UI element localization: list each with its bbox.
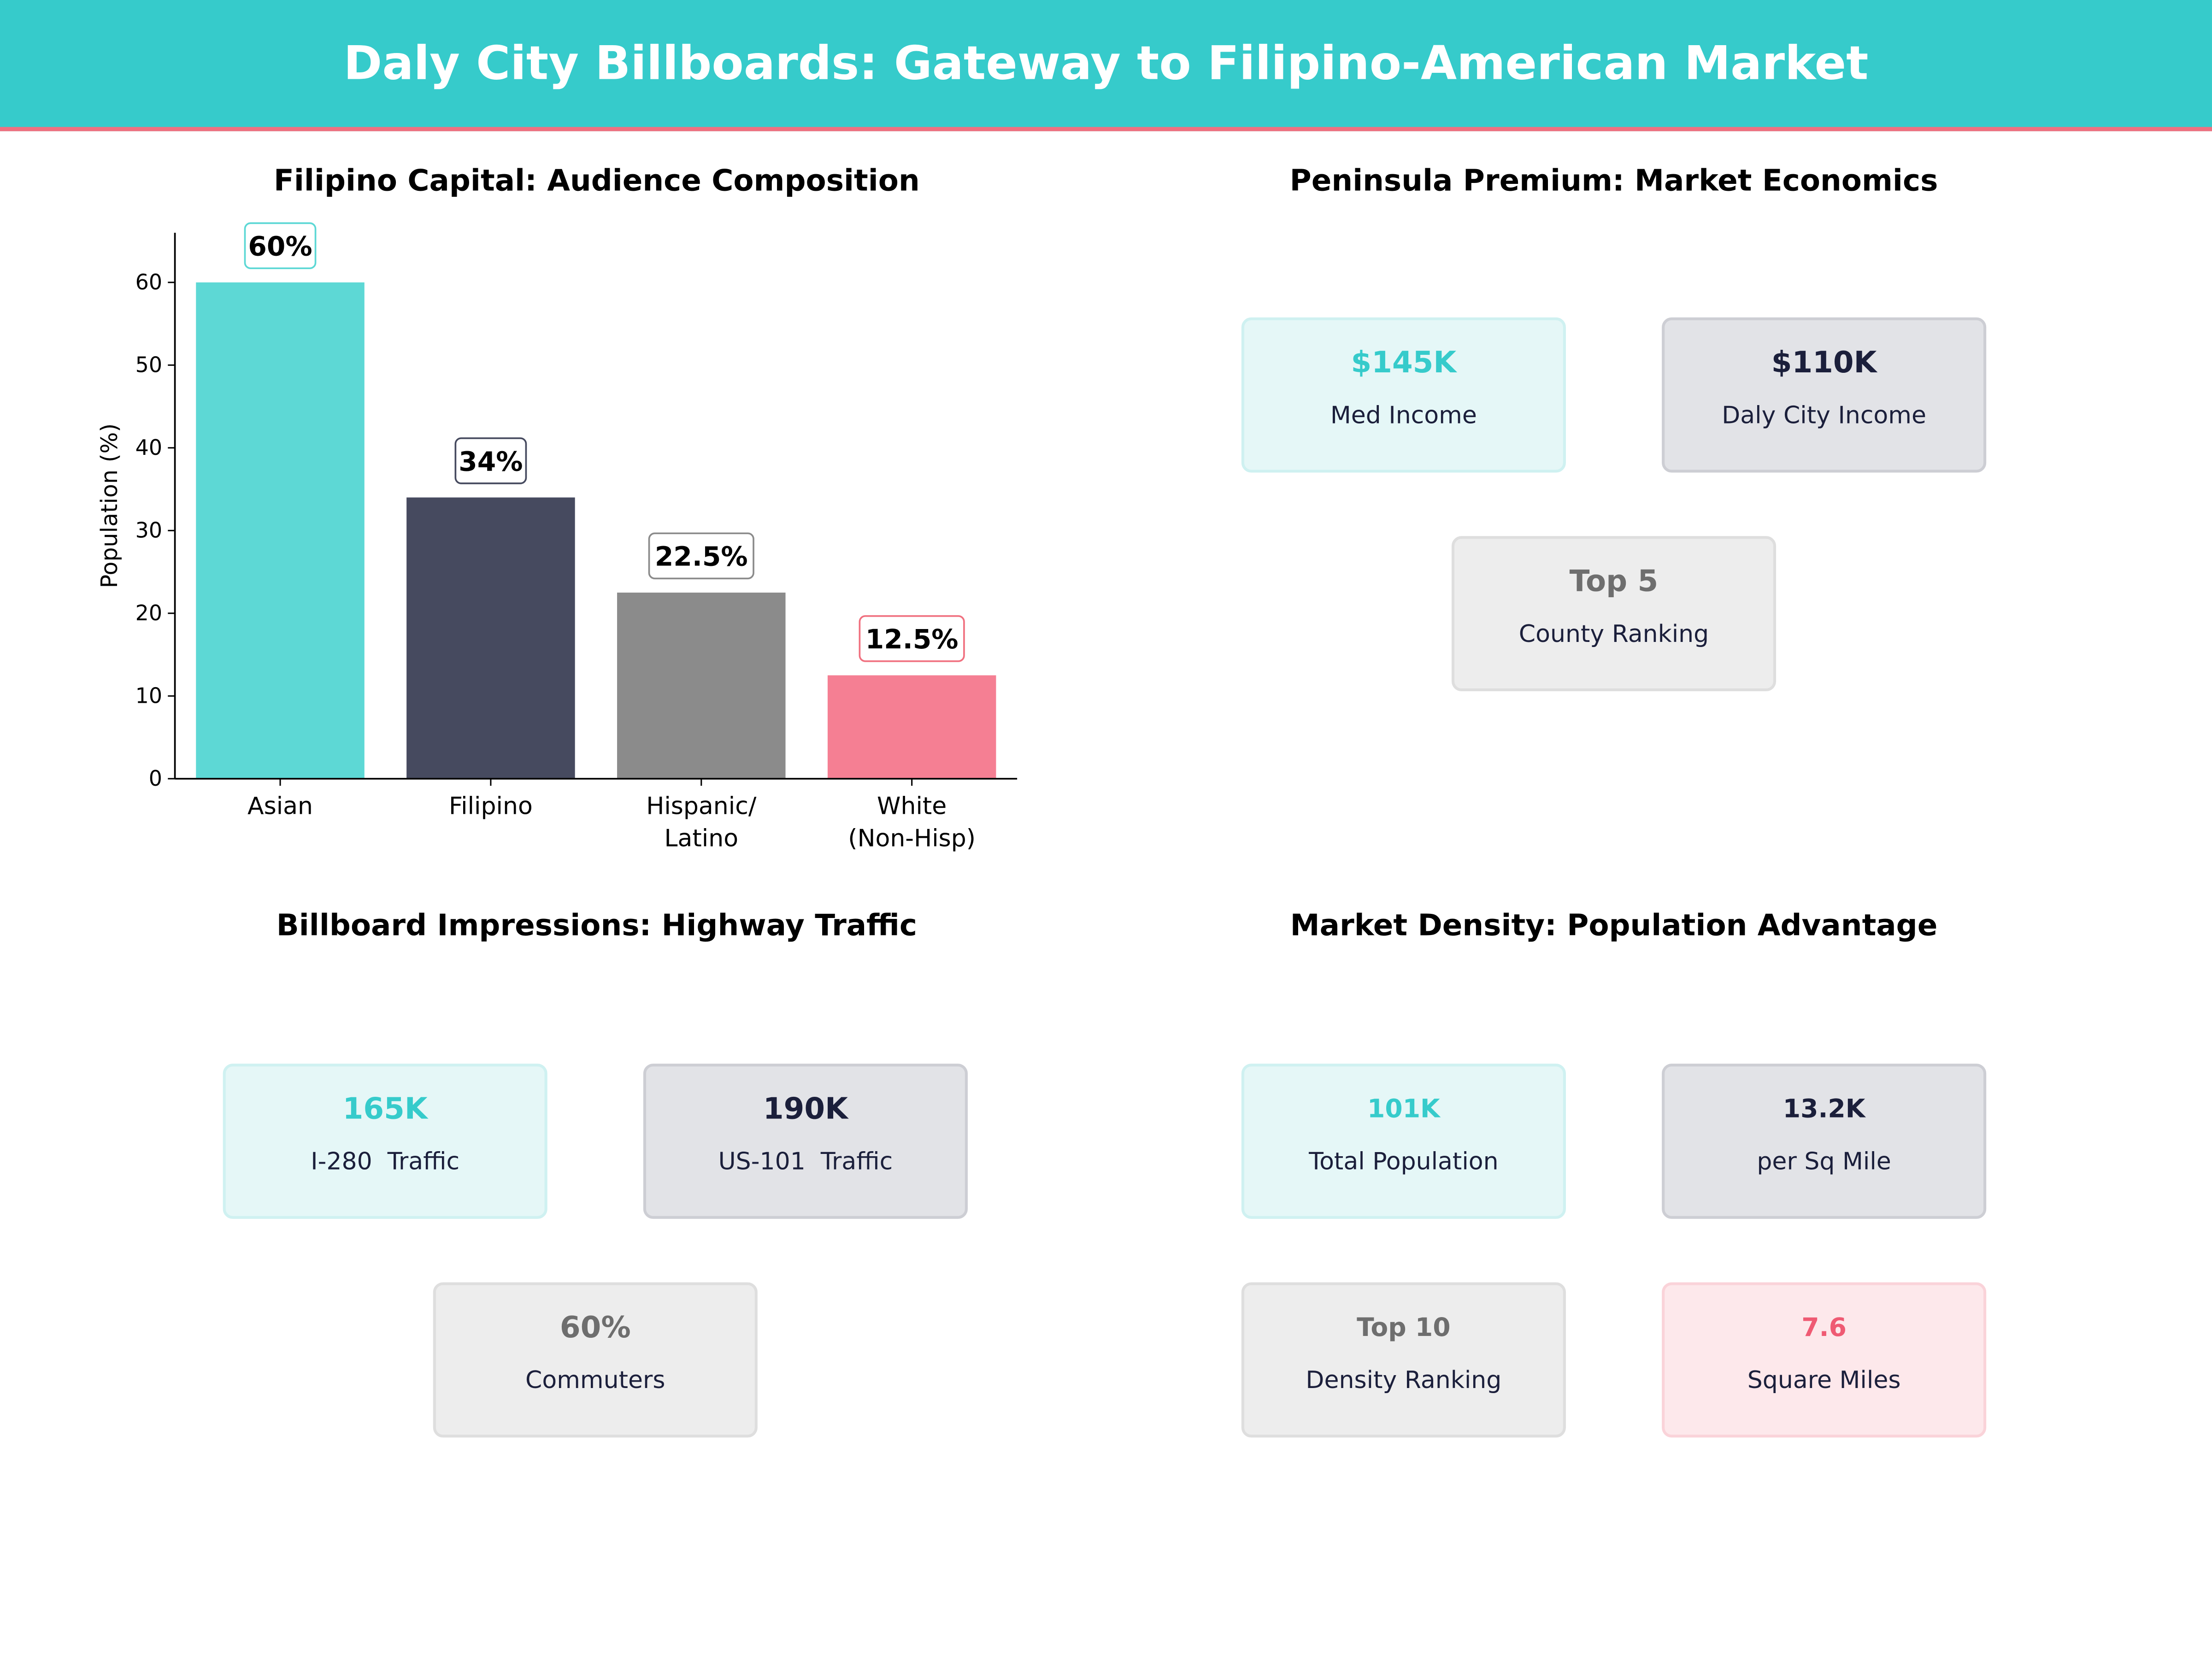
x-tick-label: (Non-Hisp): [848, 825, 976, 853]
data-label: 22.5%: [655, 541, 748, 572]
data-label-box: [859, 615, 965, 662]
card-value: 7.6: [1801, 1313, 1847, 1343]
card-label: County Ranking: [1518, 620, 1709, 649]
x-tick-label: White: [877, 792, 947, 820]
density-ranking-card: Top 10 Density Ranking: [1241, 1282, 1566, 1438]
card-label: Total Population: [1309, 1148, 1499, 1177]
card-label: US-101 Traffic: [718, 1148, 893, 1177]
bar: [406, 497, 575, 779]
card-value: $145K: [1351, 345, 1457, 380]
y-tick-label: 10: [135, 683, 162, 708]
per-sq-mile-card: 13.2K per Sq Mile: [1662, 1064, 1987, 1219]
y-tick-label: 50: [135, 353, 162, 377]
y-tick-label: 60: [135, 270, 162, 294]
y-tick-label: 20: [135, 600, 162, 625]
card-value: 60%: [559, 1310, 631, 1345]
commuters-card: 60% Commuters: [433, 1282, 758, 1438]
card-label: Square Miles: [1747, 1367, 1901, 1395]
med-income-card: $145K Med Income: [1241, 317, 1566, 473]
card-value: Top 5: [1569, 564, 1659, 598]
data-label-box: [648, 532, 754, 580]
card-label: per Sq Mile: [1757, 1148, 1891, 1177]
card-label: I-280 Traffic: [311, 1148, 460, 1177]
daly-city-income-card: $110K Daly City Income: [1662, 317, 1987, 473]
x-tick-label: Asian: [247, 792, 313, 820]
card-label: Commuters: [525, 1367, 665, 1395]
x-tick-label: Filipino: [449, 792, 533, 820]
x-tick-label: Latino: [665, 825, 739, 853]
chart-title: Filipino Capital: Audience Composition: [273, 164, 920, 198]
card-label: Density Ranking: [1306, 1367, 1502, 1395]
us101-traffic-card: 190K US-101 Traffic: [643, 1064, 968, 1219]
x-tick-label: Hispanic/: [646, 792, 757, 820]
page-title: Daly City Billboards: Gateway to Filipin…: [343, 35, 1869, 90]
y-axis-label: Population (%): [96, 424, 123, 588]
data-label: 34%: [459, 446, 523, 477]
card-value: 13.2K: [1783, 1094, 1865, 1124]
economics-title: Peninsula Premium: Market Economics: [1289, 164, 1938, 198]
bar: [617, 592, 786, 779]
bar: [827, 675, 996, 779]
county-ranking-card: Top 5 County Ranking: [1451, 536, 1777, 691]
data-label: 60%: [248, 231, 312, 262]
data-label-box: [244, 222, 317, 270]
card-label: Med Income: [1330, 402, 1477, 430]
card-label: Daly City Income: [1722, 402, 1927, 430]
y-tick-label: 30: [135, 518, 162, 543]
y-tick-label: 40: [135, 435, 162, 460]
total-population-card: 101K Total Population: [1241, 1064, 1566, 1219]
card-value: 190K: [763, 1092, 848, 1126]
card-value: 101K: [1367, 1094, 1440, 1124]
card-value: Top 10: [1357, 1313, 1451, 1343]
i280-traffic-card: 165K I-280 Traffic: [223, 1064, 547, 1219]
data-label: 12.5%: [865, 624, 959, 655]
data-label-box: [454, 437, 527, 484]
y-tick-label: 0: [149, 766, 162, 791]
card-value: $110K: [1771, 345, 1877, 380]
bar: [196, 282, 365, 779]
audience-bar-chart: 60% Asian 34% Filipino 22.5% Hispanic/Latino 1…: [96, 222, 1018, 853]
density-title: Market Density: Population Advantage: [1290, 908, 1938, 942]
square-miles-card: 7.6 Square Miles: [1662, 1282, 1987, 1438]
card-value: 165K: [342, 1092, 428, 1126]
traffic-title: Billboard Impressions: Highway Traffic: [276, 908, 917, 942]
header-banner: Daly City Billboards: Gateway to Filipin…: [0, 0, 2212, 131]
